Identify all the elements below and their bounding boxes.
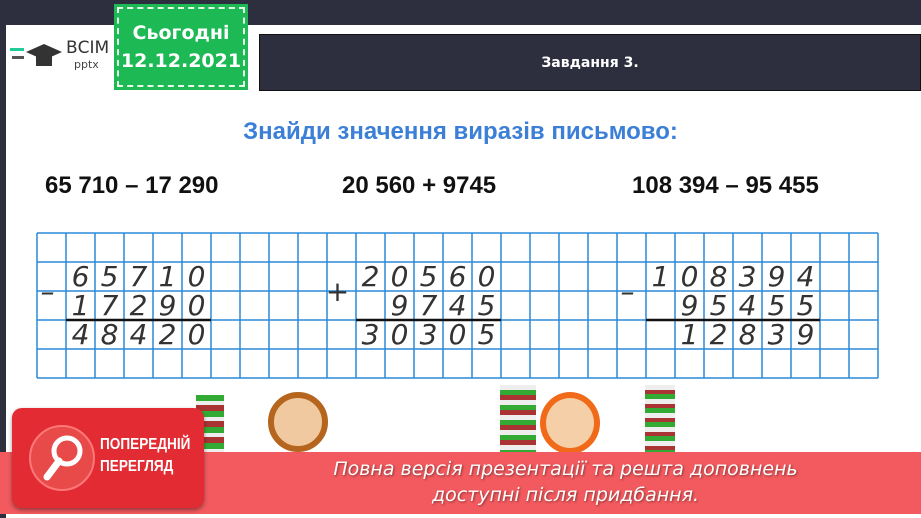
digit: 0 xyxy=(448,318,467,351)
digit: 2 xyxy=(361,260,380,293)
digit: 7 xyxy=(129,260,148,293)
banner-line-2: доступні після придбання. xyxy=(431,484,700,506)
preview-line-2: ПЕРЕГЛЯД xyxy=(100,458,174,475)
digit: 1 xyxy=(71,289,90,322)
digit: 5 xyxy=(419,260,438,293)
digit: 2 xyxy=(158,318,177,351)
digit: 9 xyxy=(158,289,177,322)
digit: 3 xyxy=(738,260,757,293)
digit: 9 xyxy=(680,289,699,322)
digit: 4 xyxy=(71,318,90,351)
digit: 9 xyxy=(390,289,409,322)
date-label: Сьогодні xyxy=(132,22,230,44)
digit: 5 xyxy=(477,289,496,322)
digit: 7 xyxy=(100,289,119,322)
digit: 3 xyxy=(419,318,438,351)
digit: 4 xyxy=(129,318,148,351)
digit: 8 xyxy=(709,260,728,293)
books-illustration xyxy=(500,385,536,452)
banner-line-1: Повна версія презентації та решта доповн… xyxy=(333,458,798,480)
logo-brand: ВСІМ xyxy=(66,38,110,58)
digit: 6 xyxy=(448,260,467,293)
digit: 0 xyxy=(187,318,206,351)
date-value: 12.12.2021 xyxy=(120,50,242,72)
digit: 5 xyxy=(767,289,786,322)
digit: 3 xyxy=(767,318,786,351)
digit: 9 xyxy=(796,318,815,351)
digit: 8 xyxy=(738,318,757,351)
digit: 6 xyxy=(71,260,90,293)
books-illustration xyxy=(645,385,675,452)
graduation-cap-icon xyxy=(10,44,62,66)
expression-2: 20 560 + 9745 xyxy=(342,172,497,199)
digit: 4 xyxy=(796,260,815,293)
digit: 3 xyxy=(361,318,380,351)
expression-3: 108 394 – 95 455 xyxy=(632,172,819,199)
task-title: Завдання 3. xyxy=(259,34,921,91)
digit: 8 xyxy=(100,318,119,351)
digit: 0 xyxy=(477,260,496,293)
digit: 2 xyxy=(129,289,148,322)
preview-line-1: ПОПЕРЕДНІЙ xyxy=(100,436,191,453)
operator-sign: – xyxy=(620,274,635,308)
digit: 5 xyxy=(477,318,496,351)
logo-sub: pptx xyxy=(74,58,99,71)
magnifier-icon xyxy=(29,425,95,491)
digit: 0 xyxy=(680,260,699,293)
digit: 2 xyxy=(709,318,728,351)
digit: 4 xyxy=(738,289,757,322)
digit: 9 xyxy=(767,260,786,293)
digit: 7 xyxy=(419,289,438,322)
digit: 0 xyxy=(187,260,206,293)
heading: Знайди значення виразів письмово: xyxy=(243,118,678,145)
digit: 4 xyxy=(448,289,467,322)
expression-1: 65 710 – 17 290 xyxy=(45,172,219,199)
operator-sign: + xyxy=(325,274,350,308)
operator-sign: – xyxy=(40,274,55,308)
digit: 1 xyxy=(680,318,699,351)
preview-badge[interactable]: ПОПЕРЕДНІЙ ПЕРЕГЛЯД xyxy=(12,408,204,508)
logo: ВСІМ pptx xyxy=(8,38,118,71)
digit: 0 xyxy=(390,260,409,293)
boy-illustration xyxy=(268,392,328,452)
date-badge: Сьогодні 12.12.2021 xyxy=(114,4,248,90)
digit: 5 xyxy=(100,260,119,293)
digit: 1 xyxy=(651,260,670,293)
digit: 1 xyxy=(158,260,177,293)
digit: 5 xyxy=(796,289,815,322)
digit: 0 xyxy=(187,289,206,322)
digit: 0 xyxy=(390,318,409,351)
digit: 5 xyxy=(709,289,728,322)
girl-illustration xyxy=(540,392,600,454)
